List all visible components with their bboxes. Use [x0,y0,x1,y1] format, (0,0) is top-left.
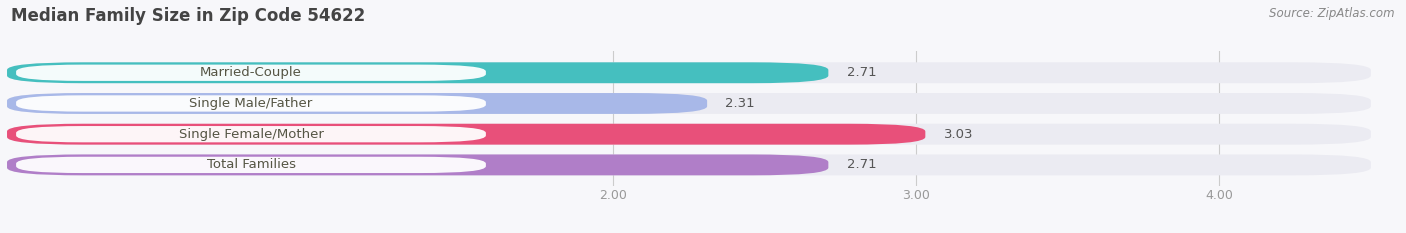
FancyBboxPatch shape [7,154,1371,175]
FancyBboxPatch shape [15,157,486,173]
Text: Single Male/Father: Single Male/Father [190,97,312,110]
Text: 3.03: 3.03 [943,128,973,141]
FancyBboxPatch shape [7,154,828,175]
FancyBboxPatch shape [7,93,707,114]
FancyBboxPatch shape [7,124,1371,145]
FancyBboxPatch shape [7,62,1371,83]
Text: Source: ZipAtlas.com: Source: ZipAtlas.com [1270,7,1395,20]
Text: Single Female/Mother: Single Female/Mother [179,128,323,141]
FancyBboxPatch shape [15,95,486,112]
FancyBboxPatch shape [7,124,925,145]
Text: Median Family Size in Zip Code 54622: Median Family Size in Zip Code 54622 [11,7,366,25]
Text: Married-Couple: Married-Couple [200,66,302,79]
FancyBboxPatch shape [7,93,1371,114]
Text: 2.71: 2.71 [846,158,876,171]
FancyBboxPatch shape [15,65,486,81]
Text: Total Families: Total Families [207,158,295,171]
Text: 2.71: 2.71 [846,66,876,79]
Text: 2.31: 2.31 [725,97,755,110]
FancyBboxPatch shape [7,62,828,83]
FancyBboxPatch shape [15,126,486,142]
